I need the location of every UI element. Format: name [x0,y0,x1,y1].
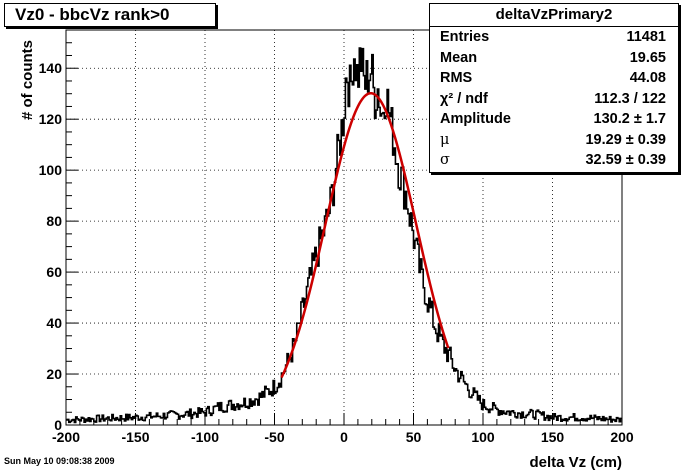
x-tick-label: 200 [610,429,634,445]
y-tick-label: 60 [46,264,62,280]
stats-value: 19.29 ± 0.39 [585,131,666,148]
gaussian-fit-series [280,91,450,379]
stats-value: 32.59 ± 0.39 [585,152,666,168]
stats-row-sigma: σ 32.59 ± 0.39 [430,150,678,171]
x-tick-label: -150 [121,429,149,445]
stats-box: deltaVzPrimary2 Entries 11481 Mean 19.65… [429,3,679,173]
stats-row-amplitude: Amplitude 130.2 ± 1.7 [430,109,678,130]
x-tick-label: 0 [340,429,348,445]
stats-label: RMS [440,70,473,86]
stats-row-entries: Entries 11481 [430,27,678,48]
y-tick-label: 120 [39,111,63,127]
stats-label: Amplitude [440,111,511,127]
stats-label: Entries [440,29,490,45]
x-tick-label: -50 [264,429,284,445]
stats-row-mean: Mean 19.65 [430,48,678,69]
x-tick-label: -200 [52,429,80,445]
stats-value: 130.2 ± 1.7 [593,111,666,127]
axis-ticks [65,42,623,426]
x-tick-label: 50 [406,429,422,445]
tick-labels: -200 -150 -100 -50 0 50 100 150 200 0 20 40 60 80 100 1… [39,60,634,445]
stats-row-rms: RMS 44.08 [430,68,678,89]
stats-value: 44.08 [629,70,666,86]
y-axis-title: # of counts [19,40,36,120]
y-tick-label: 80 [46,213,62,229]
stats-label: Mean [440,49,478,66]
stats-label: μ [440,131,450,148]
y-tick-label: 0 [54,417,62,433]
x-tick-label: 100 [471,429,495,445]
stats-label: σ [440,152,450,168]
histogram-series [66,47,622,424]
stats-row-chi2: χ² / ndf 112.3 / 122 [430,89,678,110]
stats-value: 11481 [626,29,666,45]
fit-curve [280,91,450,379]
x-tick-label: 150 [541,429,565,445]
x-axis-title: delta Vz (cm) [529,454,622,470]
x-tick-label: -100 [191,429,219,445]
stats-value: 112.3 / 122 [594,90,666,107]
histogram-title-box: Vz0 - bbcVz rank>0 [4,3,216,27]
y-tick-label: 140 [39,60,63,76]
stats-label: χ² / ndf [440,90,488,107]
stats-value: 19.65 [629,49,666,66]
y-tick-label: 20 [46,366,62,382]
timestamp: Sun May 10 09:08:38 2009 [4,456,115,466]
y-tick-label: 40 [46,315,62,331]
histogram-line [66,47,622,424]
y-tick-label: 100 [39,162,63,178]
stats-row-mu: μ 19.29 ± 0.39 [430,130,678,151]
stats-title: deltaVzPrimary2 [430,4,678,27]
